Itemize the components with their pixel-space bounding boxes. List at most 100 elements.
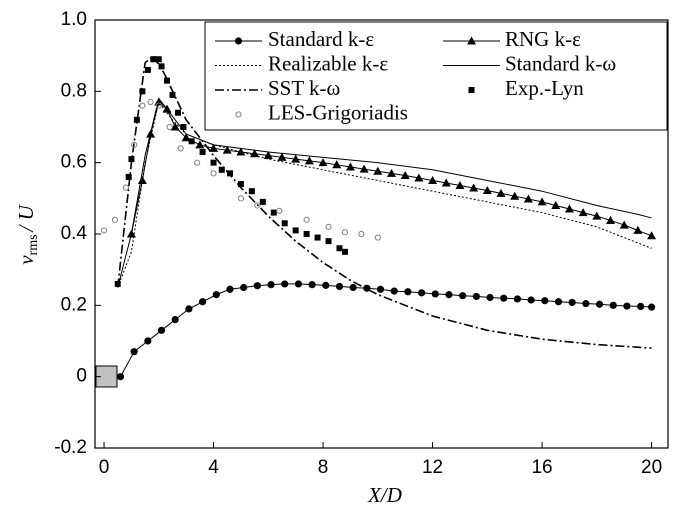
marker (568, 298, 576, 307)
marker (349, 283, 357, 292)
marker (157, 326, 166, 334)
marker (551, 200, 561, 209)
marker (210, 170, 217, 177)
marker (325, 223, 332, 230)
marker (144, 66, 151, 73)
marker (130, 348, 138, 356)
legend-label: LES-Grigoriadis (268, 100, 408, 124)
marker (303, 216, 310, 223)
marker (250, 149, 260, 158)
legend-label: Realizable k-ε (268, 51, 388, 75)
y-axis-label: vrms / U (14, 203, 41, 264)
marker (194, 159, 201, 166)
marker (116, 373, 125, 381)
marker (180, 124, 187, 130)
marker (155, 102, 162, 109)
y-label-symbol: v (14, 255, 38, 265)
marker (431, 290, 439, 298)
marker (155, 56, 162, 63)
marker (582, 299, 590, 308)
marker (459, 292, 467, 300)
marker (359, 164, 369, 173)
marker (111, 216, 119, 223)
marker (291, 154, 301, 163)
marker (100, 227, 108, 234)
marker (404, 288, 412, 296)
marker (595, 300, 604, 308)
marker (486, 293, 494, 302)
marker (209, 143, 219, 152)
marker (276, 207, 283, 214)
marker (122, 184, 130, 191)
y-tick-label: 0.4 (61, 223, 88, 244)
marker (332, 160, 342, 169)
marker (325, 238, 332, 245)
y-tick-label: 1.0 (61, 9, 87, 30)
marker (318, 158, 328, 167)
marker (500, 294, 508, 302)
series-line (116, 54, 652, 349)
legend-marker (468, 87, 475, 93)
x-tick-label: 20 (641, 457, 662, 478)
marker (314, 234, 321, 241)
marker (390, 287, 398, 295)
marker (619, 220, 629, 229)
marker (226, 170, 233, 177)
x-tick-label: 8 (318, 457, 329, 478)
marker (647, 231, 657, 240)
marker (199, 148, 206, 155)
y-tick-label: 0.6 (61, 152, 87, 173)
marker (647, 303, 656, 311)
legend-label: Standard k-ω (505, 51, 616, 75)
legend-marker (235, 111, 242, 118)
marker (564, 204, 574, 213)
marker (270, 209, 277, 216)
marker (263, 151, 273, 160)
marker (254, 202, 261, 209)
marker (226, 285, 234, 293)
legend-marker (234, 37, 243, 45)
marker (185, 305, 193, 313)
marker (482, 185, 492, 194)
marker (147, 98, 154, 106)
y-tick-label: 0 (76, 366, 87, 387)
marker (139, 102, 146, 109)
marker (554, 298, 563, 306)
series-line (117, 100, 652, 288)
marker (578, 208, 588, 217)
marker (131, 141, 138, 148)
marker (637, 302, 645, 311)
marker (592, 211, 602, 220)
x-tick-label: 16 (531, 457, 552, 478)
marker (292, 227, 299, 234)
marker (414, 173, 424, 182)
marker (240, 283, 248, 292)
marker (510, 191, 520, 200)
x-axis-label: X/D (367, 483, 402, 507)
legend-label: SST k-ω (268, 76, 340, 100)
marker (128, 156, 135, 163)
marker (374, 234, 381, 241)
x-tick-label: 4 (208, 457, 219, 478)
marker (358, 230, 365, 238)
marker (133, 116, 140, 123)
marker (322, 281, 330, 289)
y-label-rest: / U (14, 203, 38, 232)
marker (537, 197, 547, 206)
marker (158, 63, 165, 70)
x-tick-label: 12 (422, 457, 443, 478)
marker (212, 291, 220, 299)
marker (144, 337, 152, 345)
marker (171, 316, 179, 324)
series-line (117, 97, 652, 288)
marker (253, 282, 261, 290)
marker (248, 188, 255, 195)
marker (336, 245, 343, 252)
marker (237, 195, 245, 202)
marker (386, 168, 396, 177)
marker (166, 123, 173, 131)
series-line (120, 283, 652, 377)
marker (609, 301, 617, 309)
marker (428, 176, 438, 184)
